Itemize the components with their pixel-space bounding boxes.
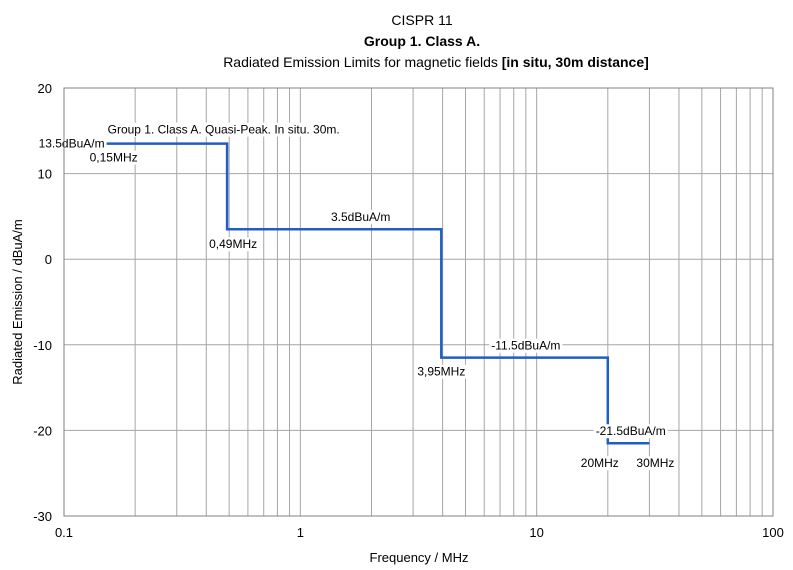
grid bbox=[63, 87, 773, 517]
x-tick-label: 100 bbox=[762, 525, 784, 540]
chart-title-line-1: CISPR 11 bbox=[391, 12, 452, 28]
chart-title-line-3: Radiated Emission Limits for magnetic fi… bbox=[223, 54, 649, 70]
annotation-layer: Group 1. Class A. Quasi-Peak. In situ. 3… bbox=[36, 122, 677, 471]
chart-title-line-3-bold: [in situ, 30m distance] bbox=[502, 54, 649, 70]
x-tick-label: 0.1 bbox=[55, 525, 73, 540]
series-label-background bbox=[105, 122, 342, 137]
chart-title: CISPR 11 Group 1. Class A. Radiated Emis… bbox=[223, 12, 649, 70]
annotation-background bbox=[415, 364, 468, 379]
y-tick-label: -10 bbox=[33, 338, 52, 353]
annotation-background bbox=[593, 424, 668, 439]
series-layer bbox=[105, 142, 650, 445]
series-label: Group 1. Class A. Quasi-Peak. In situ. 3… bbox=[108, 123, 340, 137]
y-axis-label: Radiated Emission / dBuA/m bbox=[10, 219, 25, 384]
annotation-label: 3.5dBuA/m bbox=[331, 210, 390, 224]
plot-border bbox=[63, 87, 774, 517]
annotation-label: 20MHz bbox=[581, 456, 619, 470]
annotation-label: 0,49MHz bbox=[209, 237, 257, 251]
annotation-background bbox=[634, 456, 677, 471]
annotation-background bbox=[489, 338, 563, 353]
annotation-background bbox=[578, 456, 621, 471]
chart-title-line-3-text: Radiated Emission Limits for magnetic fi… bbox=[223, 54, 502, 70]
annotation-label: 0,15MHz bbox=[90, 151, 138, 165]
annotation-label: -11.5dBuA/m bbox=[491, 339, 560, 353]
annotation-background bbox=[36, 136, 107, 151]
annotation-label: 3,95MHz bbox=[417, 365, 465, 379]
annotation-label: 30MHz bbox=[636, 456, 674, 470]
y-tick-label: 0 bbox=[45, 252, 52, 267]
x-tick-label: 10 bbox=[529, 525, 543, 540]
series-line bbox=[105, 142, 650, 445]
x-axis-label: Frequency / MHz bbox=[370, 550, 469, 565]
x-tick-label: 1 bbox=[297, 525, 304, 540]
y-tick-label: -20 bbox=[33, 423, 52, 438]
annotation-background bbox=[87, 150, 140, 165]
y-tick-label: -30 bbox=[33, 509, 52, 524]
annotation-background bbox=[328, 210, 393, 225]
annotation-background bbox=[207, 237, 260, 252]
y-tick-label: 10 bbox=[38, 167, 52, 182]
annotation-label: -21.5dBuA/m bbox=[596, 424, 666, 438]
chart-title-line-2: Group 1. Class A. bbox=[364, 33, 480, 49]
annotation-label: 13.5dBuA/m bbox=[39, 137, 105, 151]
y-tick-label: 20 bbox=[38, 81, 52, 96]
